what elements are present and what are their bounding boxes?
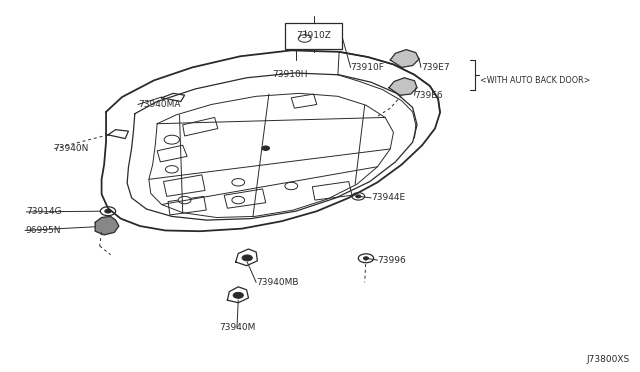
Text: 73910Z: 73910Z — [296, 31, 331, 39]
Text: <WITH AUTO BACK DOOR>: <WITH AUTO BACK DOOR> — [479, 76, 590, 85]
Polygon shape — [224, 189, 266, 208]
Polygon shape — [285, 23, 342, 49]
Text: 73940M: 73940M — [219, 323, 255, 332]
Circle shape — [100, 207, 116, 216]
Text: J73800XS: J73800XS — [586, 355, 630, 364]
Text: 73996: 73996 — [378, 256, 406, 264]
Circle shape — [298, 35, 311, 42]
Polygon shape — [164, 175, 205, 196]
Circle shape — [352, 193, 365, 200]
Text: 73910F: 73910F — [351, 63, 385, 72]
Circle shape — [364, 257, 369, 260]
Polygon shape — [157, 145, 187, 162]
Polygon shape — [390, 49, 419, 67]
Circle shape — [164, 135, 179, 144]
Text: 73940MA: 73940MA — [138, 100, 180, 109]
Text: 73944E: 73944E — [371, 193, 405, 202]
Circle shape — [178, 196, 191, 204]
Circle shape — [232, 179, 244, 186]
Circle shape — [232, 196, 244, 204]
Circle shape — [233, 292, 243, 298]
Polygon shape — [182, 118, 218, 136]
Text: 73910H: 73910H — [272, 70, 308, 79]
Circle shape — [105, 209, 111, 213]
Text: 73914G: 73914G — [26, 208, 62, 217]
Circle shape — [262, 146, 269, 150]
Text: 73940N: 73940N — [53, 144, 88, 153]
Circle shape — [166, 166, 178, 173]
Polygon shape — [95, 217, 119, 235]
Circle shape — [285, 182, 298, 190]
Text: 96995N: 96995N — [25, 226, 60, 235]
Circle shape — [356, 195, 361, 198]
Circle shape — [242, 255, 252, 261]
Polygon shape — [389, 78, 417, 95]
Circle shape — [358, 254, 374, 263]
Polygon shape — [312, 182, 352, 200]
Text: 739E6: 739E6 — [415, 91, 443, 100]
Polygon shape — [291, 94, 317, 108]
Text: 73940MB: 73940MB — [256, 278, 299, 287]
Polygon shape — [168, 196, 206, 215]
Text: 739E7: 739E7 — [421, 63, 449, 72]
